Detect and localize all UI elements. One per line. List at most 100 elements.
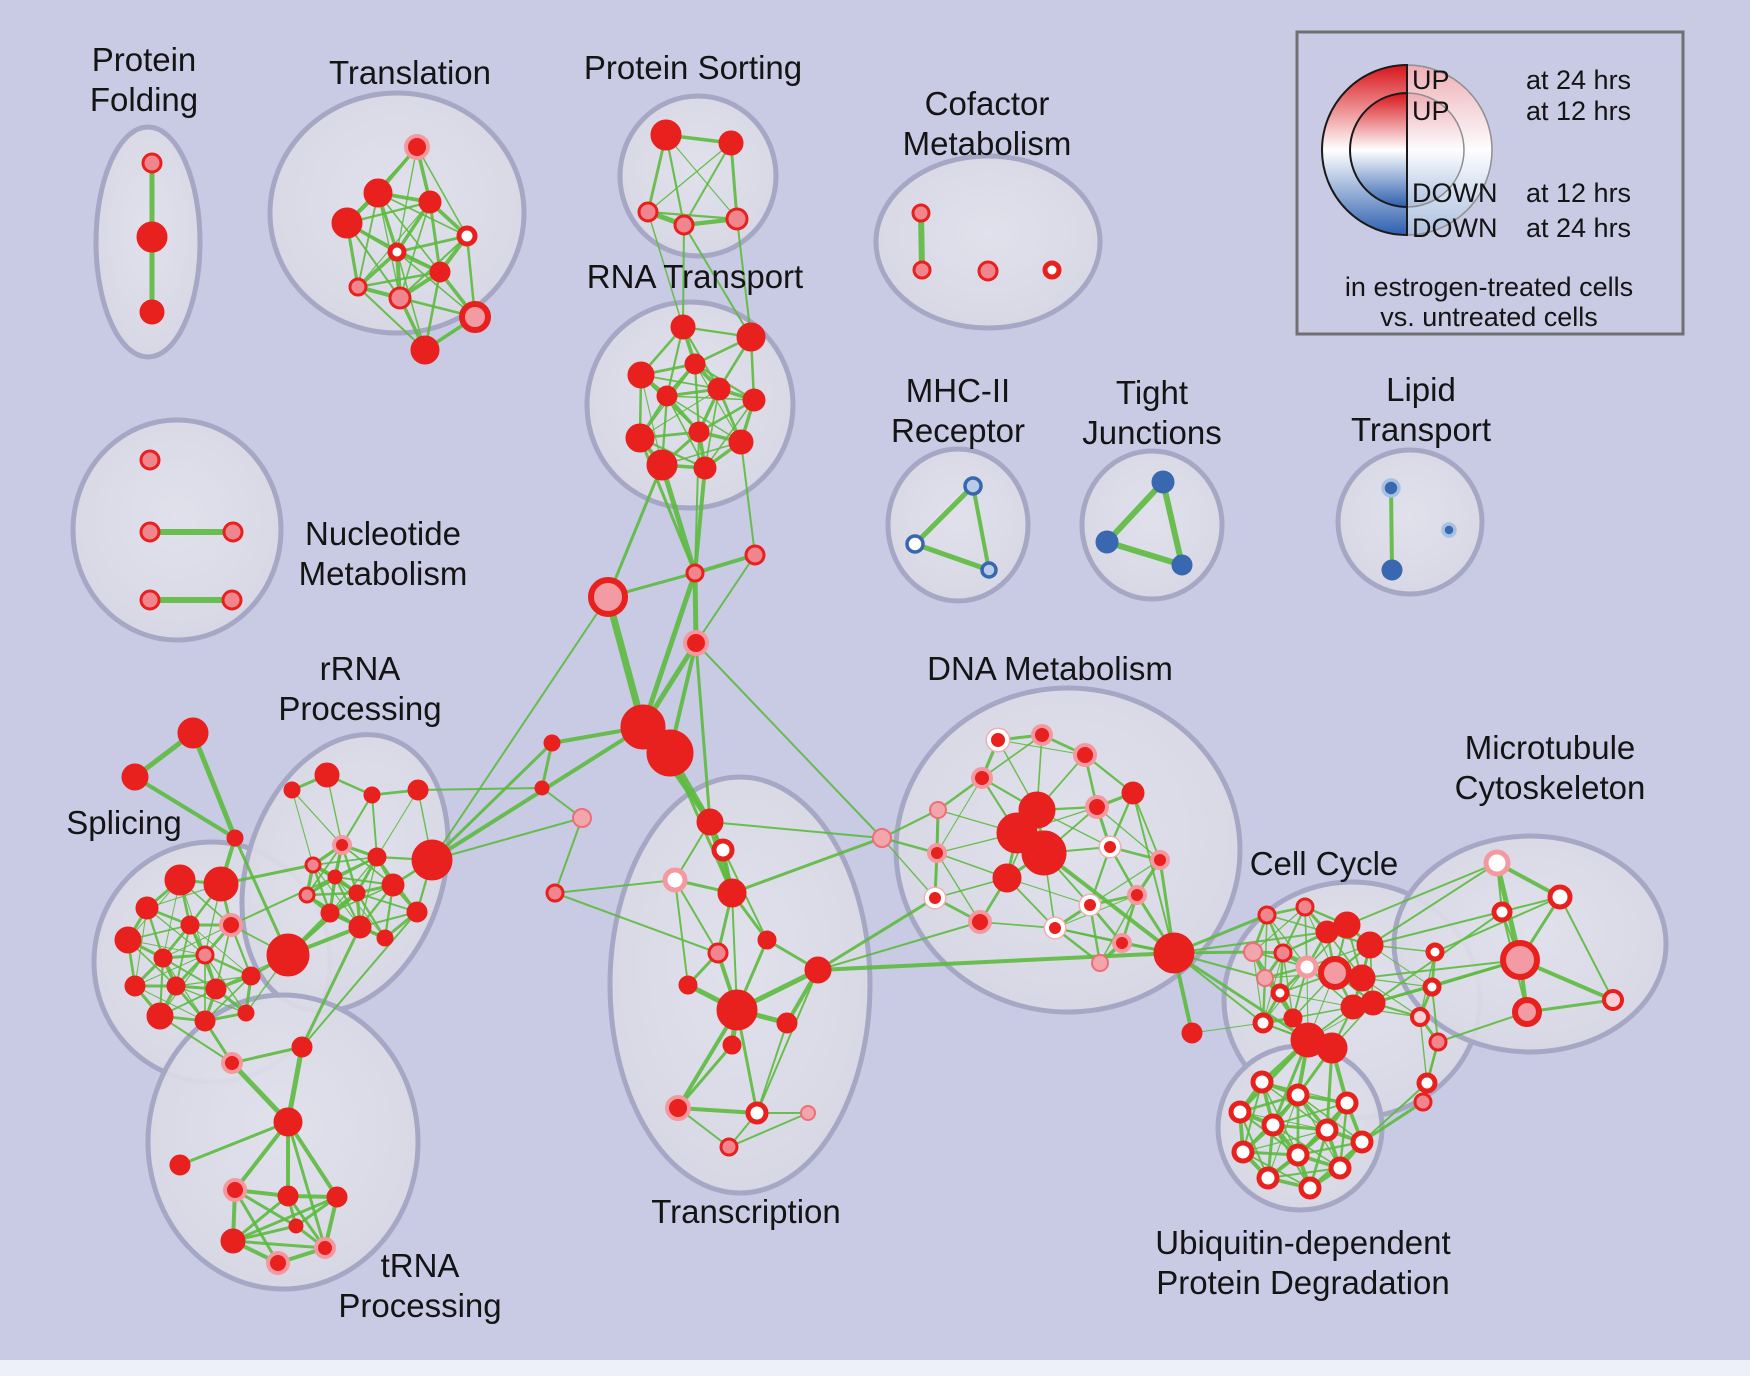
translation-node[interactable] (348, 277, 368, 297)
cell-cycle-node[interactable] (1413, 1092, 1433, 1112)
transcription-node[interactable] (717, 878, 747, 908)
nucleotide-metabolism-node[interactable] (222, 521, 244, 543)
connectors-node[interactable] (543, 734, 561, 752)
ubiquitin-degradation-node[interactable] (1228, 1100, 1252, 1124)
ubiquitin-degradation-node[interactable] (1328, 1156, 1352, 1180)
splicing-node[interactable] (195, 945, 215, 965)
rna-transport-node[interactable] (707, 377, 731, 401)
connectors-node[interactable] (177, 717, 209, 749)
cell-cycle-node[interactable] (1273, 943, 1293, 963)
lipid-transport-node[interactable] (1381, 478, 1401, 498)
dna-metabolism-node[interactable] (927, 843, 947, 863)
cell-cycle-node[interactable] (1422, 977, 1442, 997)
rrna-processing-node[interactable] (348, 915, 372, 939)
protein-sorting-node[interactable] (650, 119, 682, 151)
mhc-ii-receptor-node[interactable] (963, 476, 983, 496)
rna-transport-node[interactable] (646, 449, 678, 481)
cell-cycle-node[interactable] (1318, 956, 1352, 990)
cofactor-metabolism-node[interactable] (1042, 260, 1062, 280)
nucleotide-metabolism-node[interactable] (139, 449, 161, 471)
dna-metabolism-node[interactable] (872, 828, 892, 848)
connectors-node[interactable] (744, 544, 766, 566)
rna-transport-node[interactable] (670, 314, 696, 340)
transcription-node[interactable] (662, 867, 688, 893)
cofactor-metabolism-node[interactable] (977, 260, 999, 282)
dna-metabolism-node[interactable] (1121, 781, 1145, 805)
protein-folding-node[interactable] (139, 299, 165, 325)
rrna-processing-node[interactable] (283, 781, 301, 799)
transcription-node[interactable] (719, 1137, 739, 1157)
trna-processing-node[interactable] (326, 1186, 348, 1208)
dna-metabolism-node[interactable] (1150, 850, 1170, 870)
cell-cycle-node[interactable] (1348, 964, 1376, 992)
protein-sorting-node[interactable] (673, 214, 695, 236)
dna-metabolism-node[interactable] (992, 863, 1022, 893)
splicing-node[interactable] (180, 915, 200, 935)
splicing-node[interactable] (194, 1010, 216, 1032)
connectors-node[interactable] (121, 763, 149, 791)
dna-metabolism-node[interactable] (1091, 954, 1109, 972)
ubiquitin-degradation-node[interactable] (1256, 1166, 1280, 1190)
trna-processing-node[interactable] (220, 1228, 246, 1254)
ubiquitin-degradation-node[interactable] (1350, 1130, 1374, 1154)
cell-cycle-node[interactable] (1316, 1032, 1348, 1064)
splicing-node[interactable] (237, 1004, 255, 1022)
rrna-processing-node[interactable] (332, 835, 352, 855)
connectors-node[interactable] (646, 729, 694, 777)
ubiquitin-degradation-node[interactable] (1315, 1118, 1339, 1142)
connectors-node[interactable] (588, 577, 628, 617)
rna-transport-node[interactable] (693, 456, 717, 480)
ubiquitin-degradation-node[interactable] (1261, 1113, 1285, 1137)
dna-metabolism-node[interactable] (1073, 743, 1097, 767)
cell-cycle-node[interactable] (1356, 931, 1384, 959)
splicing-node[interactable] (166, 976, 186, 996)
microtubule-cytoskeleton-node[interactable] (1512, 997, 1542, 1027)
rrna-processing-node[interactable] (363, 786, 381, 804)
transcription-node[interactable] (722, 1035, 742, 1055)
protein-sorting-node[interactable] (725, 207, 749, 231)
mhc-ii-receptor-node[interactable] (905, 534, 925, 554)
cell-cycle-node[interactable] (1295, 897, 1315, 917)
rrna-processing-node[interactable] (348, 884, 366, 902)
rrna-processing-node[interactable] (411, 839, 453, 881)
translation-node[interactable] (410, 335, 440, 365)
rrna-processing-node[interactable] (376, 929, 394, 947)
cell-cycle-node[interactable] (1270, 983, 1290, 1003)
trna-processing-node[interactable] (291, 1036, 313, 1058)
translation-node[interactable] (459, 301, 491, 333)
ubiquitin-degradation-node[interactable] (1250, 1070, 1274, 1094)
rrna-processing-node[interactable] (298, 886, 316, 904)
protein-sorting-node[interactable] (637, 201, 659, 223)
transcription-node[interactable] (711, 838, 735, 862)
tight-junctions-node[interactable] (1171, 554, 1193, 576)
rna-transport-node[interactable] (625, 423, 655, 453)
rrna-processing-node[interactable] (314, 762, 340, 788)
splicing-node[interactable] (241, 966, 261, 986)
rrna-processing-node[interactable] (367, 847, 387, 867)
dna-metabolism-node[interactable] (1031, 724, 1053, 746)
microtubule-cytoskeleton-node[interactable] (1491, 901, 1513, 923)
transcription-node[interactable] (716, 989, 758, 1031)
trna-processing-node[interactable] (273, 1107, 303, 1137)
ubiquitin-degradation-node[interactable] (1335, 1091, 1359, 1115)
connectors-node[interactable] (685, 563, 705, 583)
tight-junctions-node[interactable] (1151, 470, 1175, 494)
cofactor-metabolism-node[interactable] (911, 203, 931, 223)
rrna-processing-node[interactable] (406, 901, 428, 923)
rrna-processing-node[interactable] (304, 856, 322, 874)
splicing-node[interactable] (135, 896, 159, 920)
cell-cycle-node[interactable] (1425, 942, 1445, 962)
microtubule-cytoskeleton-node[interactable] (1483, 849, 1511, 877)
splicing-node[interactable] (203, 866, 239, 902)
translation-node[interactable] (418, 190, 442, 214)
splicing-node[interactable] (153, 948, 173, 968)
translation-node[interactable] (429, 261, 451, 283)
dna-metabolism-node[interactable] (1080, 895, 1100, 915)
rna-transport-node[interactable] (688, 421, 710, 443)
dna-metabolism-node[interactable] (929, 801, 947, 819)
cell-cycle-node[interactable] (1416, 1072, 1438, 1094)
trna-processing-node[interactable] (221, 1052, 243, 1074)
cell-cycle-node[interactable] (1252, 1012, 1274, 1034)
splicing-node[interactable] (219, 913, 243, 937)
rna-transport-node[interactable] (627, 361, 655, 389)
